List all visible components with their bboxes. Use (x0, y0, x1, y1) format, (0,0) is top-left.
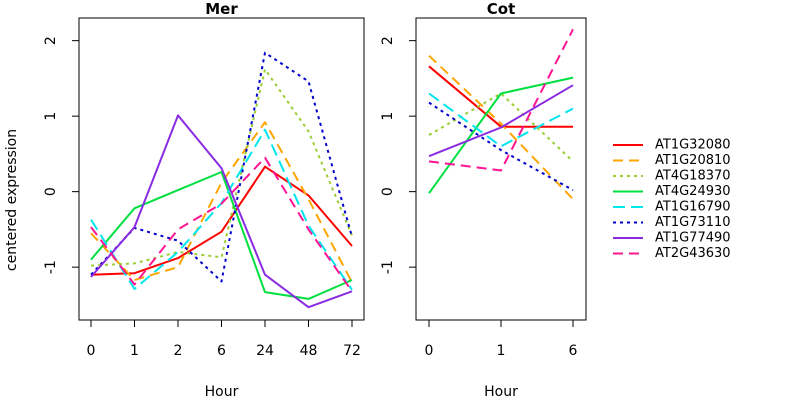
cot-x-tick-label: 0 (425, 343, 434, 359)
mer-y-tick-label: -1 (43, 260, 59, 274)
cot-y-tick-label: 0 (380, 187, 396, 196)
cot-series-line-at2g43630 (428, 28, 574, 172)
mer-x-tick-label: 0 (87, 343, 96, 359)
mer-series-line-at4g24930 (90, 171, 353, 300)
cot-x-axis-title: Hour (484, 384, 518, 400)
mer-x-tick-label: 2 (174, 343, 183, 359)
mer-x-axis-title: Hour (205, 384, 239, 400)
mer-series-line-at2g43630 (90, 156, 353, 292)
mer-series-line-at1g77490 (90, 114, 353, 309)
mer-series-line-at4g18370 (90, 68, 353, 267)
mer-y-tick-label: 2 (43, 36, 59, 45)
cot-y-tick-label: -1 (380, 260, 396, 274)
cot-series-line-at1g20810 (428, 54, 574, 200)
cot-panel-title: Cot (487, 0, 515, 18)
mer-y-tick-label: 0 (43, 187, 59, 196)
y-axis-title: centered expression (4, 129, 20, 271)
legend-label-at1g77490: AT1G77490 (655, 231, 731, 246)
mer-panel-title: Mer (205, 0, 238, 18)
cot-x-tick-label: 1 (497, 343, 506, 359)
cot-series-line-at1g32080 (428, 65, 573, 128)
cot-series-line-at1g77490 (428, 84, 574, 158)
legend-label-at1g73110: AT1G73110 (655, 215, 731, 230)
mer-x-tick-label: 24 (256, 343, 274, 359)
legend-label-at1g32080: AT1G32080 (655, 138, 731, 153)
mer-series-line-at1g16790 (90, 128, 353, 291)
mer-series-line-at1g32080 (90, 165, 353, 276)
cot-series-line-at4g24930 (428, 76, 574, 194)
cot-series-line-at1g16790 (428, 92, 574, 148)
mer-x-tick-label: 6 (217, 343, 226, 359)
legend-label-at1g16790: AT1G16790 (655, 200, 731, 215)
mer-x-tick-label: 48 (300, 343, 318, 359)
mer-x-tick-label: 72 (343, 343, 361, 359)
legend-label-at4g18370: AT4G18370 (655, 169, 731, 184)
legend-label-at2g43630: AT2G43630 (655, 246, 731, 261)
cot-y-tick-label: 1 (380, 112, 396, 121)
legend-label-at1g20810: AT1G20810 (655, 153, 731, 168)
mer-y-tick-label: 1 (43, 112, 59, 121)
cot-x-tick-label: 6 (569, 343, 578, 359)
mer-x-tick-label: 1 (130, 343, 139, 359)
cot-series-line-at4g18370 (428, 92, 574, 163)
cot-series-line-at1g73110 (428, 101, 574, 191)
legend-label-at4g24930: AT4G24930 (655, 184, 731, 199)
cot-y-tick-label: 2 (380, 36, 396, 45)
